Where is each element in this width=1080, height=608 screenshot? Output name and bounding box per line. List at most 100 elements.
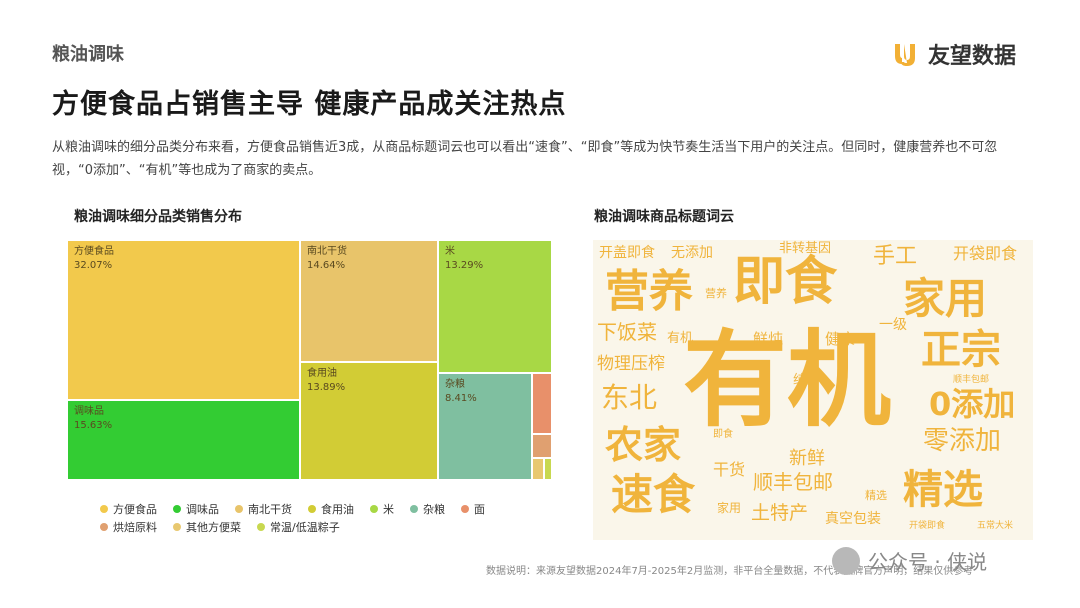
wechat-icon (832, 546, 860, 575)
legend-item: 烘焙原料 (100, 519, 157, 535)
treemap-cell-label: 米 (445, 246, 455, 257)
treemap-cell-value: 14.64% (307, 260, 346, 271)
wordcloud-word: 干货 (713, 460, 746, 479)
wordcloud-word: 鲜炖 (753, 330, 784, 348)
wordcloud-word: 有机 (683, 319, 892, 441)
watermark: 公众号 · 侠说 (832, 546, 987, 575)
legend-label: 烘焙原料 (113, 521, 157, 534)
treemap-cell-label: 南北干货 (307, 246, 347, 257)
wordcloud-word: 营养 (605, 266, 693, 317)
treemap-cell-value: 13.89% (307, 382, 346, 393)
wordcloud-word: 速食 (611, 470, 696, 519)
legend-label: 其他方便菜 (186, 521, 241, 534)
wordcloud-word: 纯正 (793, 373, 820, 388)
legend-dot (410, 505, 418, 513)
wordcloud-word: 无添加 (671, 245, 713, 261)
legend-label: 方便食品 (113, 503, 157, 516)
page-title: 方便食品占销售主导 健康产品成关注热点 (52, 89, 567, 120)
wordcloud-title: 粮油调味商品标题词云 (594, 209, 734, 225)
wordcloud-word: 物理压榨 (597, 354, 665, 374)
legend-row: 方便食品 调味品 南北干货 食用油 米 杂粮 面 (100, 500, 560, 518)
legend-item: 方便食品 (100, 501, 157, 517)
legend-item: 面 (461, 501, 485, 517)
brand: 友望数据 (892, 38, 1016, 70)
treemap-legend: 方便食品 调味品 南北干货 食用油 米 杂粮 面烘焙原料 其他方便菜 常温/低温粽子 (100, 500, 560, 536)
wordcloud-word: 营养 (705, 287, 727, 300)
legend-item: 杂粮 (410, 501, 445, 517)
wordcloud-word: 即食 (713, 429, 733, 440)
watermark-text: 公众号 · 侠说 (868, 550, 988, 574)
wordcloud-word: 零添加 (923, 426, 1002, 456)
brand-name: 友望数据 (928, 44, 1017, 69)
treemap-cell (544, 458, 552, 480)
treemap-cell (532, 458, 544, 480)
wordcloud-word: 顺丰包邮 (753, 470, 833, 494)
legend-dot (100, 505, 108, 513)
legend-dot (235, 505, 243, 513)
treemap-cell: 方便食品 32.07% (67, 240, 300, 400)
legend-dot (173, 523, 181, 531)
legend-dot (461, 505, 469, 513)
treemap-cell-label: 杂粮 (445, 379, 465, 390)
legend-dot (100, 523, 108, 531)
legend-item: 食用油 (308, 501, 354, 517)
treemap-cell-label: 调味品 (74, 406, 104, 417)
wordcloud-word: 健康 (825, 330, 856, 348)
legend-dot (257, 523, 265, 531)
legend-label: 常温/低温粽子 (270, 521, 340, 534)
treemap-cell: 南北干货 14.64% (300, 240, 438, 362)
wordcloud-word: 家用 (717, 501, 742, 515)
treemap-cell (532, 373, 552, 434)
wordcloud-word: 即食 (733, 252, 838, 312)
legend-item: 南北干货 (235, 501, 292, 517)
treemap-cell-value: 15.63% (74, 420, 113, 431)
legend-label: 杂粮 (423, 503, 445, 516)
wordcloud-word: 开袋即食 (953, 244, 1018, 263)
legend-dot (173, 505, 181, 513)
treemap-cell: 食用油 13.89% (300, 362, 438, 480)
legend-label: 南北干货 (248, 503, 292, 516)
wordcloud-word: 真空包装 (825, 511, 881, 527)
treemap-title: 粮油调味细分品类销售分布 (74, 209, 242, 225)
wordcloud-word: 开盖即食 (599, 245, 655, 261)
wordcloud-word: 新鲜 (789, 448, 825, 469)
legend-row: 烘焙原料 其他方便菜 常温/低温粽子 (100, 518, 560, 536)
legend-item: 调味品 (173, 501, 219, 517)
legend-label: 米 (383, 503, 394, 516)
footnote: 数据说明：来源友望数据2024年7月-2025年2月监测，非平台全量数据，不代表… (486, 566, 974, 577)
legend-label: 面 (474, 503, 485, 516)
wordcloud-word: 精选 (865, 489, 887, 502)
wordcloud-word: 农家 (605, 423, 682, 467)
treemap-cell-label: 方便食品 (74, 246, 114, 257)
section-tag: 粮油调味 (52, 44, 124, 65)
legend-label: 调味品 (186, 503, 219, 516)
legend-item: 常温/低温粽子 (257, 519, 340, 535)
wordcloud-word: 顺丰包邮 (953, 375, 990, 385)
wordcloud-word: 开袋即食 (909, 521, 946, 531)
wordcloud-word: 0添加 (929, 385, 1016, 423)
treemap-cell: 杂粮 8.41% (438, 373, 532, 480)
treemap-chart: 方便食品 32.07% 调味品 15.63% 南北干货 14.64% 食用油 13.89% 米 1… (67, 240, 552, 480)
wordcloud-word: 一级 (879, 317, 907, 333)
wordcloud-word: 家用 (903, 274, 988, 323)
legend-item: 其他方便菜 (173, 519, 241, 535)
treemap-cell-value: 8.41% (445, 393, 477, 404)
wordcloud-word: 正宗 (921, 327, 1001, 373)
treemap-cell-value: 13.29% (445, 260, 484, 271)
wordcloud-word: 下饭菜 (597, 320, 657, 344)
wordcloud-word: 土特产 (751, 502, 809, 524)
wordcloud-word: 非转基因 (779, 241, 832, 256)
intro-paragraph: 从粮油调味的细分品类分布来看，方便食品销售近3成，从商品标题词云也可以看出“速食… (52, 140, 998, 178)
wordcloud-word: 东北 (601, 381, 658, 414)
treemap-cell (532, 434, 552, 458)
treemap-cell: 调味品 15.63% (67, 400, 300, 480)
legend-dot (308, 505, 316, 513)
legend-label: 食用油 (321, 503, 354, 516)
legend-item: 米 (370, 501, 394, 517)
wordcloud-word: 精选 (903, 467, 983, 513)
legend-dot (370, 505, 378, 513)
wordcloud-word: 手工 (873, 244, 918, 269)
brand-logo-icon (895, 44, 915, 66)
treemap-cell-label: 食用油 (307, 368, 337, 379)
wordcloud-word: 五常大米 (977, 521, 1014, 531)
